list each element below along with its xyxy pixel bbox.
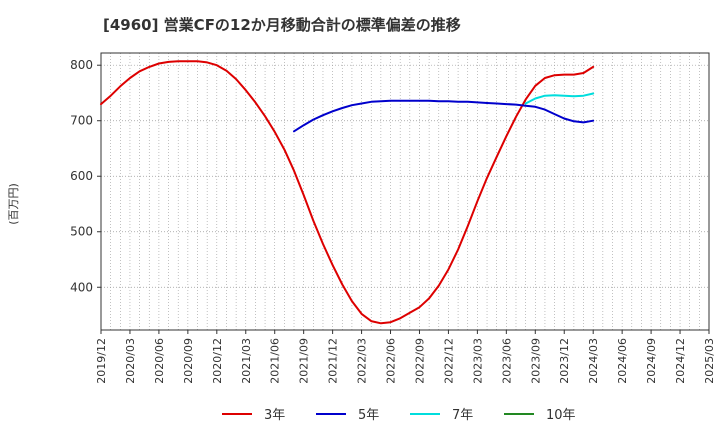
x-axis-ticks: 2019/12 2020/03 2020/06 2020/09 2020/12 2021/…: [95, 330, 716, 384]
x-tick-label: 2020/06: [153, 338, 166, 384]
legend-label: 3年: [264, 408, 285, 423]
x-tick-label: 2023/03: [471, 338, 484, 384]
y-axis-label: (百万円): [7, 183, 20, 225]
x-tick-label: 2021/09: [298, 338, 311, 384]
x-tick-label: 2021/03: [240, 338, 253, 384]
x-tick-label: 2024/09: [645, 338, 658, 384]
legend-label: 5年: [358, 408, 379, 423]
x-tick-label: 2025/03: [703, 338, 716, 384]
x-tick-label: 2024/12: [674, 338, 687, 384]
y-tick-label: 400: [70, 280, 93, 294]
x-tick-label: 2020/12: [211, 338, 224, 384]
x-tick-label: 2020/03: [124, 338, 137, 384]
x-tick-label: 2024/03: [587, 338, 600, 384]
y-tick-label: 800: [70, 58, 93, 72]
x-tick-label: 2023/09: [529, 338, 542, 384]
x-tick-label: 2022/09: [413, 338, 426, 384]
chart-title: [4960] 営業CFの12か月移動合計の標準偏差の推移: [103, 16, 461, 34]
x-tick-label: 2023/12: [558, 338, 571, 384]
grid: [101, 53, 709, 330]
y-axis-ticks: 400 500 600 700 800: [70, 58, 101, 294]
legend: 3年 5年 7年 10年: [222, 408, 576, 423]
x-tick-label: 2019/12: [95, 338, 108, 384]
x-tick-label: 2021/12: [327, 338, 340, 384]
y-tick-label: 700: [70, 114, 93, 128]
x-tick-label: 2022/12: [442, 338, 455, 384]
x-tick-label: 2023/06: [500, 338, 513, 384]
series-line-5年: [293, 99, 595, 133]
x-tick-label: 2022/03: [356, 338, 369, 384]
series-line-7年: [524, 92, 595, 105]
series-lines: [100, 60, 595, 325]
legend-label: 7年: [452, 408, 473, 423]
x-tick-label: 2024/06: [616, 338, 629, 384]
x-tick-label: 2021/06: [269, 338, 282, 384]
series-line-3年: [100, 60, 595, 325]
y-tick-label: 500: [70, 225, 93, 239]
plot-area: [100, 52, 710, 331]
legend-label: 10年: [546, 408, 576, 423]
y-tick-label: 600: [70, 169, 93, 183]
x-tick-label: 2022/06: [385, 338, 398, 384]
x-tick-label: 2020/09: [182, 338, 195, 384]
